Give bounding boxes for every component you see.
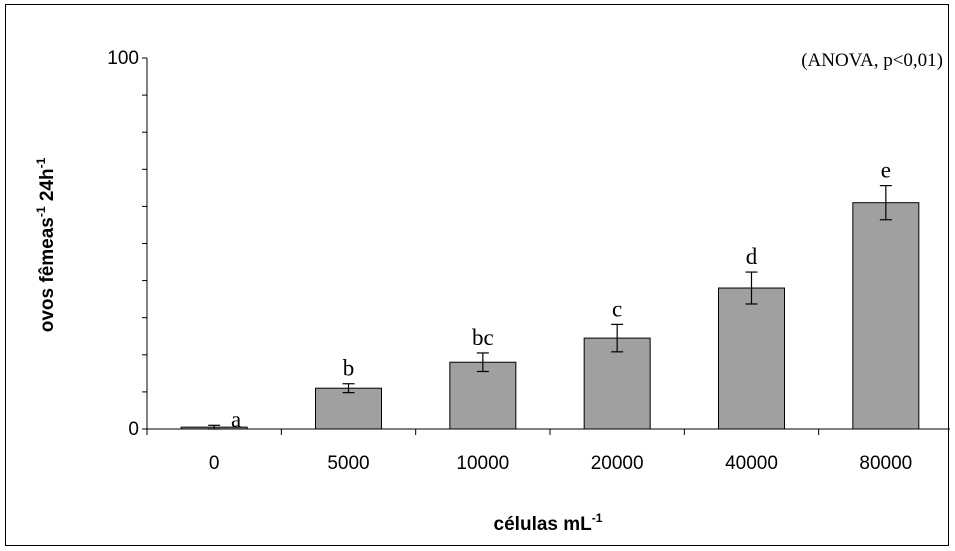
x-tick-label: 10000: [456, 453, 509, 474]
bar: [719, 288, 785, 429]
bar: [853, 203, 919, 429]
y-tick-label: 100: [107, 48, 139, 69]
significance-letter: bc: [472, 325, 494, 350]
significance-letter: d: [746, 244, 758, 269]
x-tick-label: 20000: [591, 453, 644, 474]
y-tick-label: 0: [128, 419, 139, 440]
chart-frame: 0 100 0 a 5000 b 10000 bc 20000 c 40000 d 80000 e (AN…: [5, 4, 949, 546]
significance-letter: a: [231, 407, 241, 432]
y-axis-title: ovos fêmeas-1 24h-1: [34, 157, 58, 332]
x-tick-label: 80000: [859, 453, 912, 474]
axes: [142, 58, 950, 435]
significance-letter: e: [881, 158, 891, 183]
x-axis-title-text: células mL: [494, 514, 593, 535]
y-axis-title-superscript: -1: [34, 206, 48, 217]
x-tick-label: 5000: [327, 453, 369, 474]
significance-letter: b: [343, 356, 355, 381]
x-tick-label: 0: [209, 453, 220, 474]
anova-annotation: (ANOVA, p<0,01): [801, 50, 943, 71]
bar: [316, 388, 382, 429]
x-axis-title: células mL-1: [494, 511, 603, 535]
significance-letter: c: [612, 296, 622, 321]
x-tick-label: 40000: [725, 453, 778, 474]
bar: [450, 362, 516, 429]
bars: [181, 186, 919, 429]
x-axis-title-superscript: -1: [592, 511, 603, 525]
y-axis-title-text: ovos fêmeas: [37, 217, 58, 332]
y-axis-title-text: 24h: [37, 168, 58, 206]
y-axis-title-superscript: -1: [34, 157, 48, 168]
